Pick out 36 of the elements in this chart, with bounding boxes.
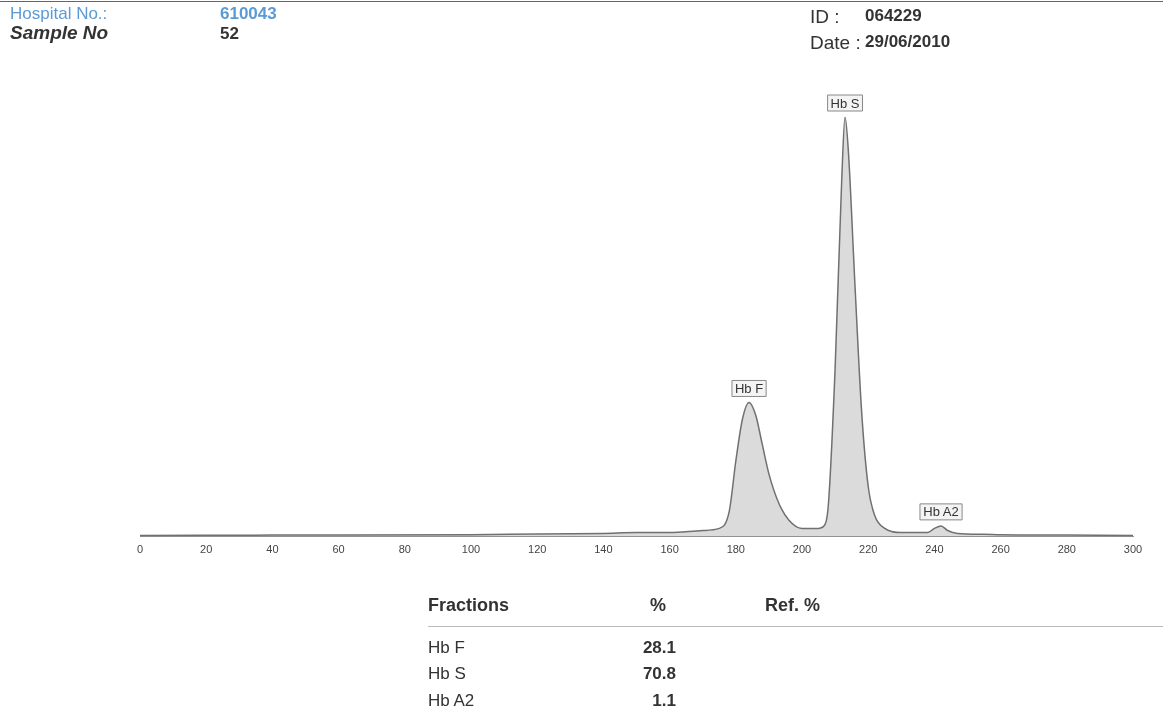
text: Hb A2 xyxy=(428,691,475,711)
text: Hb S xyxy=(428,664,466,684)
text: 29/06/2010 xyxy=(865,32,951,52)
x-tick-label: 300 xyxy=(1123,543,1143,556)
x-tick-label: 20 xyxy=(200,543,213,556)
text: Date : xyxy=(810,32,861,54)
x-tick-label: 200 xyxy=(792,543,812,556)
text: Sample No xyxy=(10,22,109,44)
text: 1.1 xyxy=(652,691,676,711)
x-tick-label: 0 xyxy=(136,543,144,556)
x-tick-label: 60 xyxy=(332,543,345,556)
text: Ref. % xyxy=(765,595,821,616)
text: 064229 xyxy=(865,6,922,26)
x-tick-label: 160 xyxy=(660,543,679,556)
x-tick-label: 180 xyxy=(726,543,745,556)
text: 610043 xyxy=(220,4,277,24)
text: ID : xyxy=(810,6,840,28)
text: % xyxy=(649,595,666,616)
annotation: Hb S xyxy=(830,95,860,111)
x-tick-label: 260 xyxy=(991,543,1010,556)
text: Hb F xyxy=(428,638,465,658)
x-tick-label: 280 xyxy=(1057,543,1076,556)
text: 52 xyxy=(220,24,239,44)
x-tick-label: 100 xyxy=(461,543,481,556)
x-tick-label: 140 xyxy=(594,543,613,556)
x-tick-label: 80 xyxy=(398,543,411,556)
annotation: Hb A2 xyxy=(923,504,959,520)
text: Fractions xyxy=(428,595,510,616)
x-tick-label: 40 xyxy=(266,543,279,556)
text: Hospital No.: xyxy=(10,4,108,24)
x-tick-label: 120 xyxy=(528,543,547,556)
x-tick-label: 240 xyxy=(925,543,944,556)
x-tick-label: 220 xyxy=(859,543,878,556)
annotation: Hb F xyxy=(734,381,764,397)
text: 28.1 xyxy=(642,638,676,658)
text: 70.8 xyxy=(642,664,676,684)
